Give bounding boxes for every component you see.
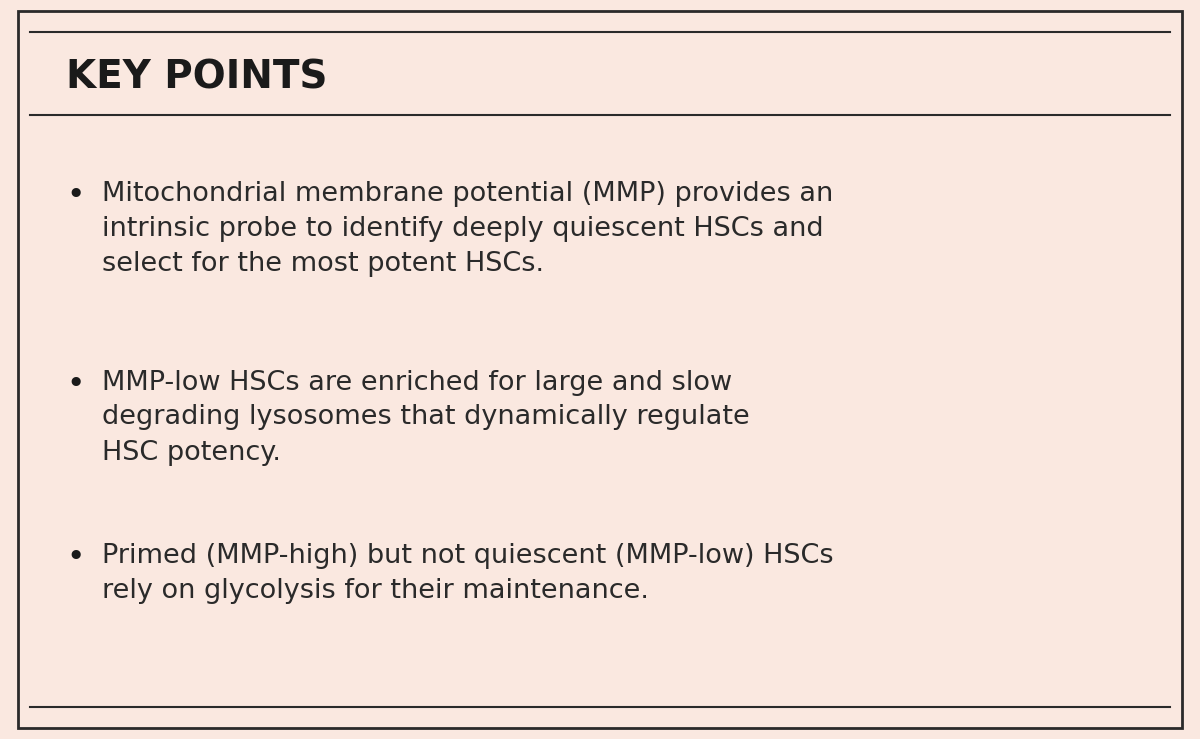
- Text: Mitochondrial membrane potential (MMP) provides an
intrinsic probe to identify d: Mitochondrial membrane potential (MMP) p…: [102, 181, 833, 277]
- Text: •: •: [66, 181, 84, 210]
- Text: Primed (MMP-high) but not quiescent (MMP-low) HSCs
rely on glycolysis for their : Primed (MMP-high) but not quiescent (MMP…: [102, 543, 834, 605]
- Text: MMP-low HSCs are enriched for large and slow
degrading lysosomes that dynamicall: MMP-low HSCs are enriched for large and …: [102, 370, 750, 466]
- Text: •: •: [66, 543, 84, 572]
- Text: •: •: [66, 370, 84, 398]
- Text: KEY POINTS: KEY POINTS: [66, 58, 328, 97]
